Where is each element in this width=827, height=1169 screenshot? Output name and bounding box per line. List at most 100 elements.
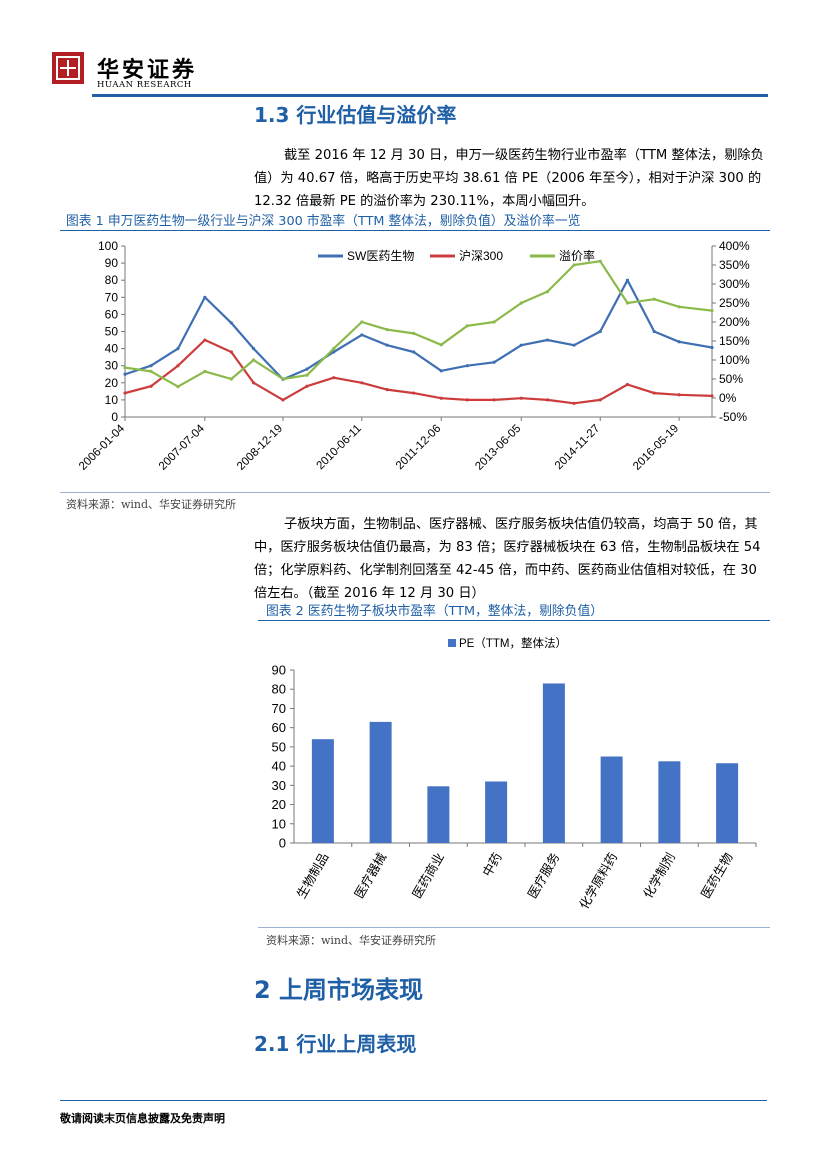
series-1-point (439, 369, 443, 373)
series-3-point (598, 259, 602, 263)
series-3-point (492, 320, 496, 324)
series-2-point (710, 394, 714, 398)
series-1-point (203, 295, 207, 299)
series-2-point (545, 398, 550, 402)
y-left-tick-label: 0 (111, 410, 118, 424)
series-2-point (439, 396, 443, 400)
y-tick-label: 60 (272, 720, 286, 735)
series-2-point (360, 381, 364, 385)
series-line-1 (124, 279, 713, 381)
series-3-point (385, 328, 389, 332)
series-line-2 (124, 338, 713, 405)
y-tick-label: 80 (272, 682, 286, 697)
figure1-bottom-rule (60, 492, 770, 493)
series-1-point (625, 278, 630, 282)
series-1-point (652, 329, 656, 334)
series-3-point (677, 305, 681, 309)
series-3-point (519, 301, 523, 305)
series-line-3 (124, 260, 713, 388)
series-2-point (465, 398, 469, 402)
series-2-point (625, 382, 630, 387)
y-left-tick-label: 80 (105, 273, 119, 287)
x-tick-label: 医疗器械 (351, 850, 389, 901)
bar (485, 781, 508, 843)
y-right-tick-label: 350% (719, 258, 750, 272)
series-2-point (149, 384, 153, 388)
series-1-point (332, 350, 336, 354)
series-3-point (625, 301, 630, 305)
series-2-point (677, 393, 681, 397)
series-3-point (572, 263, 576, 267)
y-right-tick-label: 50% (719, 372, 743, 386)
y-right-tick-label: 100% (719, 353, 750, 367)
y-left-tick-label: 60 (105, 307, 119, 321)
series-1-point (251, 347, 256, 351)
y-right-tick-label: -50% (719, 410, 747, 424)
x-tick-label: 2014-11-27 (553, 423, 602, 472)
valuation-paragraph: 截至 2016 年 12 月 30 日，申万一级医药生物行业市盈率（TTM 整体… (254, 148, 764, 209)
y-tick-label: 90 (272, 663, 286, 678)
x-tick-label: 医药生物 (699, 851, 736, 901)
series-3-point (710, 308, 714, 313)
y-tick-label: 20 (272, 797, 286, 812)
series-1-point (545, 338, 550, 342)
series-3-point (332, 347, 336, 351)
brand-name: 华安证券 (97, 57, 198, 83)
y-left-tick-label: 50 (105, 325, 119, 339)
series-2-point (281, 398, 285, 402)
series-3-point (251, 358, 256, 362)
bar (427, 786, 450, 843)
series-1-point (412, 350, 416, 354)
series-3-point (176, 385, 180, 389)
series-1-point (492, 360, 496, 364)
legend-label: PE（TTM，整体法） (459, 636, 567, 650)
y-right-tick-label: 300% (719, 277, 750, 291)
series-1-point (572, 343, 576, 347)
series-1-point (149, 364, 153, 368)
series-2-point (305, 384, 309, 388)
series-2-point (572, 401, 576, 405)
series-2-point (412, 391, 416, 395)
series-2-point (598, 398, 602, 402)
footer-disclaimer: 敬请阅读末页信息披露及免责声明 (60, 1112, 225, 1125)
x-tick-label: 医疗服务 (524, 850, 562, 901)
series-3-point (203, 369, 207, 373)
y-right-tick-label: 400% (719, 239, 750, 253)
y-tick-label: 50 (272, 739, 286, 754)
y-left-tick-label: 30 (105, 359, 119, 373)
series-1-point (229, 321, 233, 325)
figure1-caption-rule (60, 230, 770, 231)
series-1-point (385, 343, 389, 347)
x-tick-label: 2016-05-19 (631, 423, 681, 473)
footer-divider (60, 1100, 767, 1101)
section-heading-2: 2 上周市场表现 (254, 976, 424, 1004)
bar (369, 721, 392, 843)
series-2-point (519, 396, 523, 400)
figure2-bottom-rule (258, 927, 770, 928)
x-tick-label: 化学原料药 (576, 850, 620, 912)
series-2-point (251, 381, 256, 385)
figure1-caption: 图表 1 申万医药生物一级行业与沪深 300 市盈率（TTM 整体法，剔除负值）… (66, 214, 581, 229)
series-1-point (305, 367, 309, 371)
brand-english-name: HUAAN RESEARCH (97, 80, 192, 90)
brand-logo (52, 52, 84, 84)
series-3-point (412, 331, 416, 335)
y-left-tick-label: 40 (105, 342, 119, 356)
y-right-tick-label: 200% (719, 315, 750, 329)
series-2-point (203, 338, 207, 342)
header-divider (92, 94, 768, 97)
x-tick-label: 2008-12-19 (235, 423, 285, 473)
section-heading-1-3: 1.3 行业估值与溢价率 (254, 103, 457, 127)
pe-premium-line-chart: 0 10 20 30 40 50 60 70 80 90 100 -50% 0% 50% 100% 150% 2… (77, 239, 750, 473)
y-tick-label: 30 (272, 778, 286, 793)
y-left-tick-label: 100 (98, 239, 118, 253)
series-3-point (439, 343, 443, 347)
x-tick-label: 化学制剂 (640, 850, 678, 901)
y-tick-label: 70 (272, 701, 286, 716)
figure2-caption: 图表 2 医药生物子板块市盈率（TTM，整体法，剔除负值） (266, 604, 604, 619)
subsector-paragraph: 子板块方面，生物制品、医疗器械、医疗服务板块估值仍较高，均高于 50 倍，其中，… (254, 517, 761, 601)
series-3-point (305, 373, 309, 377)
x-tick-label: 2007-07-04 (157, 422, 208, 473)
section-heading-2-1: 2.1 行业上周表现 (254, 1032, 417, 1056)
series-2-point (652, 391, 656, 395)
